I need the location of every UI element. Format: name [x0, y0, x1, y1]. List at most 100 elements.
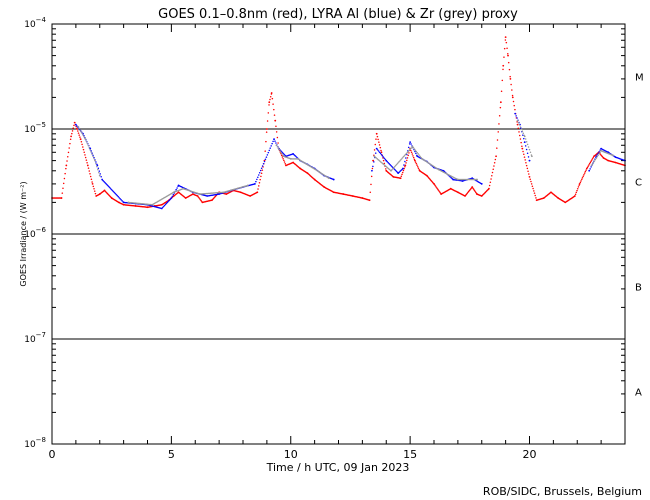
- data-point: [496, 147, 498, 149]
- data-point: [420, 156, 422, 159]
- data-point: [573, 195, 576, 197]
- data-point: [412, 155, 414, 157]
- data-point: [273, 138, 275, 141]
- data-point: [105, 182, 107, 185]
- data-point: [491, 174, 493, 177]
- data-point: [295, 155, 297, 158]
- data-point: [85, 140, 88, 143]
- data-point: [379, 152, 382, 155]
- data-point: [503, 56, 505, 58]
- data-point: [404, 153, 407, 156]
- data-point: [120, 199, 122, 201]
- data-point: [271, 142, 273, 145]
- data-point: [472, 187, 474, 189]
- data-point: [268, 101, 271, 104]
- data-point: [176, 187, 178, 189]
- data-point: [594, 158, 597, 161]
- flare-class-labels: A B C M: [635, 73, 644, 399]
- data-point: [580, 180, 582, 182]
- data-point: [261, 165, 264, 167]
- data-point: [581, 178, 583, 181]
- data-point: [593, 160, 596, 162]
- data-point: [410, 143, 412, 145]
- data-point: [369, 191, 372, 194]
- data-point: [268, 149, 271, 152]
- data-point: [489, 181, 492, 183]
- data-point: [89, 175, 92, 178]
- data-point: [399, 170, 401, 173]
- data-point: [96, 165, 98, 168]
- data-point: [109, 186, 111, 189]
- data-point: [281, 151, 284, 154]
- data-point: [417, 153, 419, 155]
- data-point: [532, 187, 534, 190]
- data-point: [525, 148, 528, 151]
- data-point: [387, 161, 389, 164]
- data-point: [76, 128, 78, 130]
- data-point: [165, 202, 168, 205]
- data-point: [276, 145, 279, 148]
- data-point: [262, 163, 265, 165]
- data-point: [415, 162, 418, 165]
- data-point: [378, 141, 380, 143]
- data-point: [525, 164, 528, 167]
- data-point: [584, 170, 587, 173]
- data-point: [256, 191, 259, 194]
- data-point: [115, 194, 118, 196]
- data-point: [514, 108, 516, 111]
- data-point: [111, 189, 114, 192]
- data-point: [391, 165, 393, 168]
- data-point: [595, 157, 598, 159]
- data-point: [89, 149, 91, 151]
- data-point: [588, 169, 591, 172]
- data-point: [95, 162, 97, 165]
- data-point: [414, 159, 416, 162]
- data-point: [93, 190, 96, 192]
- data-point: [401, 173, 403, 176]
- data-point: [380, 149, 382, 152]
- y-tick-label: 10−4: [24, 16, 46, 30]
- data-point: [528, 175, 531, 178]
- data-point: [258, 185, 260, 187]
- data-point: [373, 149, 376, 151]
- data-point: [94, 192, 97, 195]
- data-point: [409, 141, 412, 144]
- data-point: [585, 169, 587, 171]
- data-point: [70, 135, 72, 138]
- data-point: [254, 183, 256, 185]
- data-point: [82, 146, 84, 148]
- data-point: [95, 161, 97, 163]
- data-point: [403, 154, 406, 157]
- flare-class-label-b: B: [635, 283, 642, 294]
- data-point: [411, 145, 414, 148]
- data-point: [493, 165, 495, 167]
- data-point: [171, 195, 174, 198]
- data-point: [275, 142, 277, 144]
- data-point: [265, 128, 268, 130]
- data-point: [370, 175, 373, 178]
- data-point: [405, 162, 407, 164]
- series-goes-0-1-0-8nm: [51, 36, 626, 209]
- data-point: [515, 115, 517, 117]
- data-point: [79, 138, 82, 141]
- data-point: [533, 190, 535, 192]
- data-point: [526, 167, 529, 170]
- data-point: [480, 183, 483, 185]
- data-point: [87, 167, 90, 169]
- data-point: [509, 78, 512, 80]
- data-point: [414, 150, 416, 153]
- data-point: [81, 143, 83, 146]
- data-point: [81, 132, 83, 135]
- data-series: [51, 36, 626, 210]
- data-point: [71, 130, 74, 132]
- data-point: [596, 155, 599, 158]
- data-point: [98, 174, 101, 177]
- data-point: [521, 147, 524, 150]
- y-tick-exponent: −5: [36, 121, 46, 129]
- data-point: [87, 144, 90, 147]
- data-point: [399, 177, 402, 180]
- data-point: [597, 154, 600, 156]
- data-point: [86, 164, 89, 167]
- data-point: [592, 161, 595, 164]
